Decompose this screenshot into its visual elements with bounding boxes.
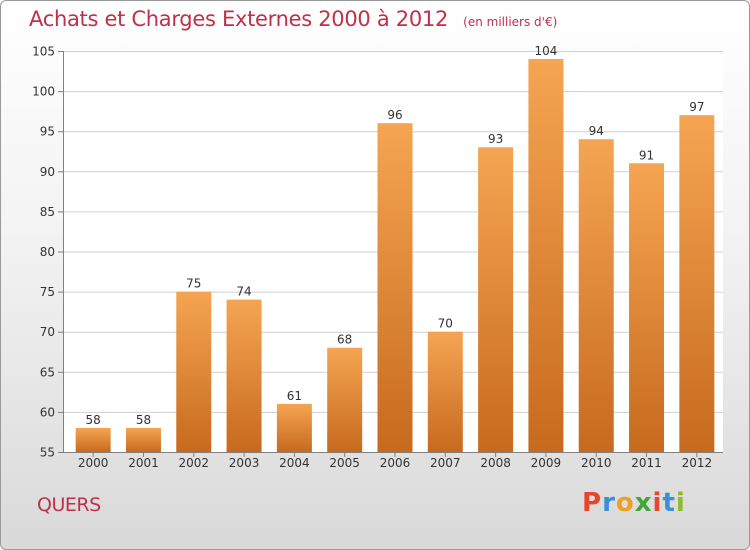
- data-label: 97: [689, 100, 704, 114]
- data-label: 91: [639, 148, 654, 162]
- data-label: 75: [186, 277, 201, 291]
- logo-letter: t: [662, 488, 676, 518]
- data-label: 74: [236, 285, 251, 299]
- commune-name: QUERS: [37, 494, 101, 516]
- y-tick-label: 100: [32, 85, 55, 99]
- chart-title-block: Achats et Charges Externes 2000 à 2012 (…: [29, 7, 557, 31]
- y-tick-label: 105: [32, 45, 55, 59]
- bar: [75, 427, 111, 452]
- x-tick-label: 2011: [631, 456, 662, 470]
- bar: [125, 427, 161, 452]
- y-tick-label: 60: [40, 405, 55, 419]
- bar: [327, 347, 363, 452]
- bar: [578, 139, 614, 452]
- logo-letter: i: [652, 488, 663, 518]
- chart-title: Achats et Charges Externes 2000 à 2012: [29, 7, 449, 31]
- proxiti-logo[interactable]: Proxiti: [582, 488, 686, 518]
- axes: 55 60 65 70 75 80 85 90 95 100 105 2000 2001 2002 2003…: [32, 45, 723, 470]
- x-tick-label: 2008: [480, 456, 511, 470]
- logo-letter: i: [675, 488, 686, 518]
- bar: [679, 115, 715, 452]
- x-tick-label: 2012: [682, 456, 713, 470]
- bar: [377, 123, 413, 453]
- data-label: 104: [534, 44, 557, 58]
- y-tick-label: 85: [40, 205, 55, 219]
- data-label: 58: [86, 413, 101, 427]
- data-label: 61: [287, 389, 302, 403]
- y-tick-label: 65: [40, 365, 55, 379]
- logo-letter: P: [582, 488, 603, 518]
- bar: [629, 163, 665, 452]
- bar: [276, 403, 312, 452]
- x-tick-label: 2000: [78, 456, 109, 470]
- y-tick-label: 80: [40, 245, 55, 259]
- data-label: 70: [438, 317, 453, 331]
- x-tick-label: 2002: [178, 456, 209, 470]
- bar: [478, 147, 514, 453]
- data-label: 58: [136, 413, 151, 427]
- x-tick-label: 2003: [229, 456, 260, 470]
- y-tick-label: 55: [40, 446, 55, 460]
- chart-unit: (en milliers d'€): [463, 15, 558, 29]
- bar: [176, 291, 212, 452]
- logo-letter: r: [602, 488, 616, 518]
- y-tick-label: 90: [40, 165, 55, 179]
- bar: [528, 59, 564, 453]
- y-tick-label: 95: [40, 125, 55, 139]
- x-tick-label: 2001: [128, 456, 159, 470]
- bar: [427, 331, 463, 452]
- bars-group: 58 58 75 74 61 68 96 70 93 104 94 91 97: [75, 44, 715, 453]
- logo-letter: x: [634, 488, 653, 518]
- data-label: 96: [387, 108, 402, 122]
- data-label: 93: [488, 132, 503, 146]
- data-label: 94: [589, 124, 604, 138]
- bar: [226, 299, 262, 452]
- data-label: 68: [337, 333, 352, 347]
- y-tick-label: 70: [40, 325, 55, 339]
- x-tick-label: 2009: [531, 456, 562, 470]
- x-tick-label: 2010: [581, 456, 612, 470]
- x-tick-label: 2004: [279, 456, 310, 470]
- x-tick-label: 2007: [430, 456, 461, 470]
- x-tick-label: 2005: [329, 456, 360, 470]
- y-tick-label: 75: [40, 285, 55, 299]
- logo-letter: o: [615, 488, 635, 518]
- x-tick-label: 2006: [380, 456, 411, 470]
